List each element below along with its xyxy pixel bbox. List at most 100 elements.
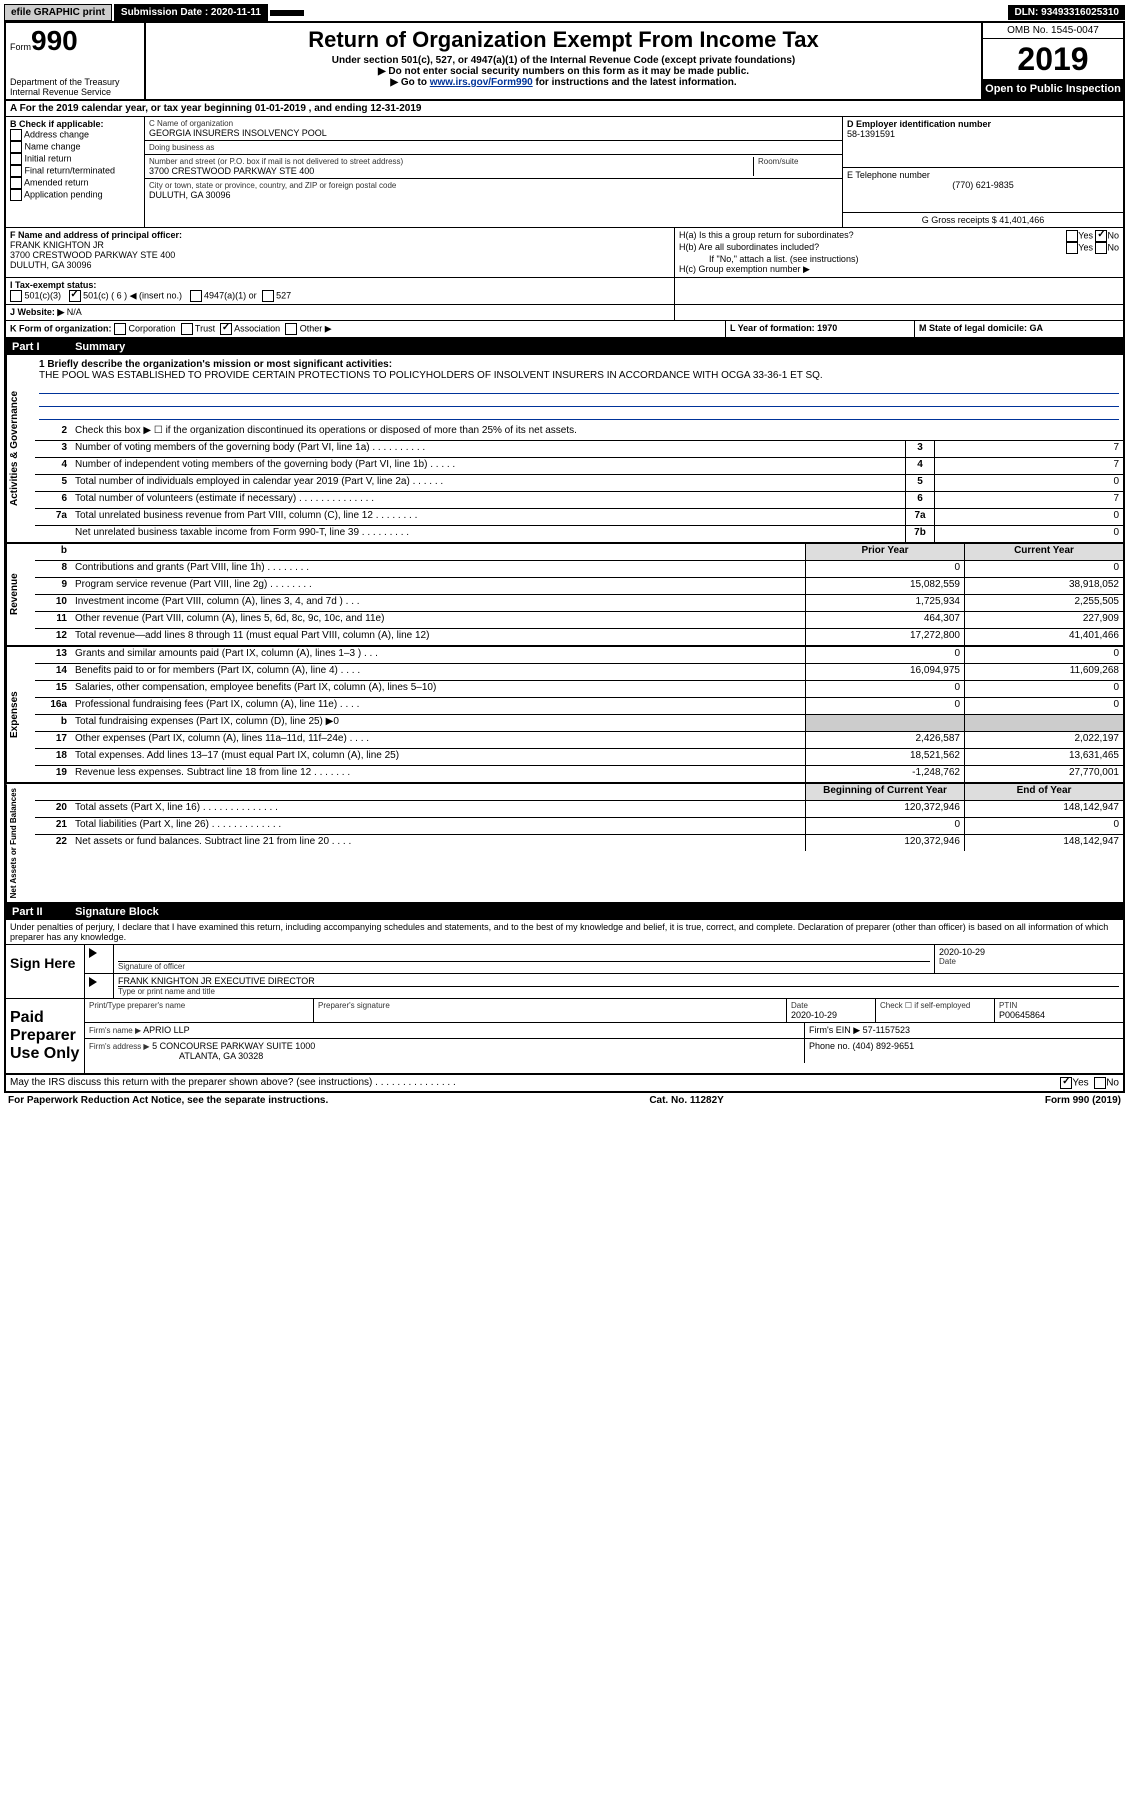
note-link-prefix: ▶ Go to [390, 77, 429, 88]
footer-left: For Paperwork Reduction Act Notice, see … [8, 1095, 328, 1106]
hb-no[interactable] [1095, 242, 1107, 254]
hb-label: H(b) Are all subordinates included? [679, 242, 819, 254]
chk-corp[interactable] [114, 323, 126, 335]
city-label: City or town, state or province, country… [149, 181, 838, 190]
section-c: C Name of organization GEORGIA INSURERS … [145, 117, 843, 227]
line2: Check this box ▶ ☐ if the organization d… [71, 424, 1123, 440]
officer-addr: 3700 CRESTWOOD PARKWAY STE 400 [10, 250, 670, 260]
firm-name-label: Firm's name ▶ [89, 1026, 141, 1035]
hc-label: H(c) Group exemption number ▶ [679, 264, 1119, 275]
netassets-section: Net Assets or Fund Balances Beginning of… [6, 784, 1123, 904]
form-title: Return of Organization Exempt From Incom… [152, 27, 975, 53]
table-row: 8Contributions and grants (Part VIII, li… [35, 561, 1123, 578]
prior-year-hdr: Prior Year [805, 544, 964, 560]
ein-label: D Employer identification number [847, 119, 1119, 129]
table-row: 15Salaries, other compensation, employee… [35, 681, 1123, 698]
chk-name[interactable]: Name change [10, 141, 140, 153]
chk-501c3[interactable] [10, 290, 22, 302]
hb-yes[interactable] [1066, 242, 1078, 254]
section-d: D Employer identification number 58-1391… [843, 117, 1123, 227]
mission-label: 1 Briefly describe the organization's mi… [39, 359, 1119, 370]
discuss-yes[interactable] [1060, 1077, 1072, 1089]
dba-label: Doing business as [149, 143, 838, 152]
expenses-section: Expenses 13Grants and similar amounts pa… [6, 647, 1123, 784]
table-row: bTotal fundraising expenses (Part IX, co… [35, 715, 1123, 732]
prep-sig-label: Preparer's signature [318, 1001, 782, 1010]
table-row: 16aProfessional fundraising fees (Part I… [35, 698, 1123, 715]
room-label: Room/suite [758, 157, 838, 166]
city-state-zip: DULUTH, GA 30096 [149, 190, 838, 200]
table-row: 14Benefits paid to or for members (Part … [35, 664, 1123, 681]
chk-4947[interactable] [190, 290, 202, 302]
section-h: H(a) Is this a group return for subordin… [675, 228, 1123, 277]
officer-type-label: Type or print name and title [118, 987, 1119, 996]
firm-addr: 5 CONCOURSE PARKWAY SUITE 1000 [152, 1041, 315, 1051]
chk-assoc[interactable] [220, 323, 232, 335]
officer-printed-name: FRANK KNIGHTON JR EXECUTIVE DIRECTOR [118, 976, 1119, 987]
chk-final[interactable]: Final return/terminated [10, 165, 140, 177]
section-f: F Name and address of principal officer:… [6, 228, 675, 277]
section-m: M State of legal domicile: GA [915, 321, 1123, 337]
sign-here: Sign Here Signature of officer 2020-10-2… [6, 945, 1123, 999]
form-header: Form990 Department of the Treasury Inter… [6, 23, 1123, 101]
chk-501c[interactable] [69, 290, 81, 302]
gross-receipts: G Gross receipts $ 41,401,466 [843, 213, 1123, 227]
form-org-label: K Form of organization: [10, 323, 112, 333]
form-label: Form [10, 42, 31, 52]
table-row: 19Revenue less expenses. Subtract line 1… [35, 766, 1123, 782]
street-address: 3700 CRESTWOOD PARKWAY STE 400 [149, 166, 753, 176]
efile-btn[interactable]: efile GRAPHIC print [4, 4, 112, 21]
sig-officer-label: Signature of officer [118, 962, 930, 971]
section-j: J Website: ▶ N/A [6, 305, 675, 320]
perjury-statement: Under penalties of perjury, I declare th… [6, 920, 1123, 945]
prep-name-label: Print/Type preparer's name [89, 1001, 309, 1010]
chk-address[interactable]: Address change [10, 129, 140, 141]
table-row: 4Number of independent voting members of… [35, 458, 1123, 475]
ha-no[interactable] [1095, 230, 1107, 242]
note-link-suffix: for instructions and the latest informat… [533, 77, 737, 88]
table-row: Net unrelated business taxable income fr… [35, 526, 1123, 542]
chk-trust[interactable] [181, 323, 193, 335]
ptin-label: PTIN [999, 1001, 1119, 1010]
sign-label: Sign Here [6, 945, 85, 998]
discuss-no[interactable] [1094, 1077, 1106, 1089]
table-row: 12Total revenue—add lines 8 through 11 (… [35, 629, 1123, 645]
officer-city: DULUTH, GA 30096 [10, 260, 670, 270]
hb-note: If "No," attach a list. (see instruction… [679, 254, 1119, 264]
chk-pending[interactable]: Application pending [10, 189, 140, 201]
prep-date-label: Date [791, 1001, 871, 1010]
section-l: L Year of formation: 1970 [726, 321, 915, 337]
expenses-vlabel: Expenses [6, 647, 35, 782]
org-name: GEORGIA INSURERS INSOLVENCY POOL [149, 128, 838, 138]
part1-header: Part I Summary [6, 339, 1123, 355]
firm-phone: Phone no. (404) 892-9651 [805, 1039, 1123, 1063]
instructions-link[interactable]: www.irs.gov/Form990 [430, 77, 533, 88]
ptin: P00645864 [999, 1010, 1119, 1020]
table-row: 22Net assets or fund balances. Subtract … [35, 835, 1123, 851]
ha-label: H(a) Is this a group return for subordin… [679, 230, 854, 242]
officer-label: F Name and address of principal officer: [10, 230, 670, 240]
current-year-hdr: Current Year [964, 544, 1123, 560]
prep-self-label: Check ☐ if self-employed [880, 1001, 990, 1010]
prep-date: 2020-10-29 [791, 1010, 871, 1020]
ha-yes[interactable] [1066, 230, 1078, 242]
paid-preparer: Paid Preparer Use Only Print/Type prepar… [6, 999, 1123, 1074]
officer-name: FRANK KNIGHTON JR [10, 240, 670, 250]
irs-label: Internal Revenue Service [10, 87, 140, 97]
form-number: 990 [31, 25, 78, 56]
form-990: Form990 Department of the Treasury Inter… [4, 21, 1125, 1093]
table-row: 7aTotal unrelated business revenue from … [35, 509, 1123, 526]
website: N/A [67, 307, 82, 317]
table-row: 13Grants and similar amounts paid (Part … [35, 647, 1123, 664]
submission-btn[interactable]: Submission Date : 2020-11-11 [114, 4, 268, 21]
chk-other[interactable] [285, 323, 297, 335]
website-label: J Website: ▶ [10, 307, 64, 317]
revenue-section: Revenue bPrior YearCurrent Year 8Contrib… [6, 544, 1123, 647]
sign-date-label: Date [939, 957, 1119, 966]
governance-vlabel: Activities & Governance [6, 355, 35, 542]
firm-city: ATLANTA, GA 30328 [89, 1051, 800, 1061]
firm-ein: Firm's EIN ▶ 57-1157523 [805, 1023, 1123, 1038]
chk-527[interactable] [262, 290, 274, 302]
chk-initial[interactable]: Initial return [10, 153, 140, 165]
chk-amended[interactable]: Amended return [10, 177, 140, 189]
